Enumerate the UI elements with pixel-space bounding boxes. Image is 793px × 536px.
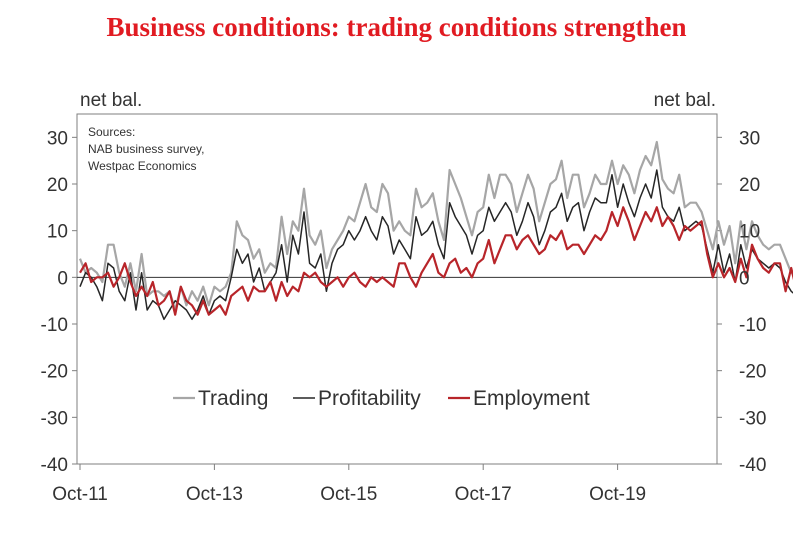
y-tick-label-right: -30 [739,408,766,429]
y-tick-label-left: -30 [41,408,68,429]
legend-label-employment: Employment [473,387,590,410]
sources-line-1: Sources: [88,125,135,139]
x-tick-label: Oct-11 [52,484,108,505]
y-tick-label-left: 10 [47,222,68,243]
axis-labels: 30 30 20 20 10 10 0 0 -10 -10 -20 -20 -30 -30 -40 -40 Oc… [41,128,767,505]
y-tick-label-left: 30 [47,128,68,149]
y-axis-unit-left: net bal. [80,90,142,111]
series-line-employment [79,206,793,316]
sources-line-3: Westpac Economics [88,159,197,173]
chart-title: Business conditions: trading conditions … [106,12,687,42]
y-tick-label-right: 30 [739,128,760,149]
y-tick-label-left: 20 [47,175,68,196]
y-tick-label-right: 10 [739,222,760,243]
y-tick-label-left: -20 [41,362,68,383]
x-tick-label: Oct-19 [589,484,646,505]
legend-label-trading: Trading [198,387,268,410]
x-tick-label: Oct-15 [320,484,377,505]
legend: Trading Profitability Employment [173,387,590,410]
y-tick-label-right: -10 [739,315,766,336]
y-tick-label-right: -20 [739,362,766,383]
sources-line-2: NAB business survey, [88,142,205,156]
series-lines [78,140,793,321]
y-tick-label-left: -40 [41,455,68,476]
y-tick-label-left: 0 [57,268,68,289]
sources-note: Sources: NAB business survey, Westpac Ec… [88,125,205,173]
y-tick-label-right: 0 [739,268,750,289]
x-tick-label: Oct-17 [455,484,512,505]
x-tick-label: Oct-13 [186,484,243,505]
y-tick-label-right: 20 [739,175,760,196]
legend-label-profitability: Profitability [318,387,421,410]
y-tick-label-left: -10 [41,315,68,336]
y-axis-unit-right: net bal. [654,90,716,111]
plot-frame [76,113,718,465]
series-line-profitability [79,169,793,321]
series-line-trading [78,140,793,312]
y-tick-label-right: -40 [739,455,766,476]
